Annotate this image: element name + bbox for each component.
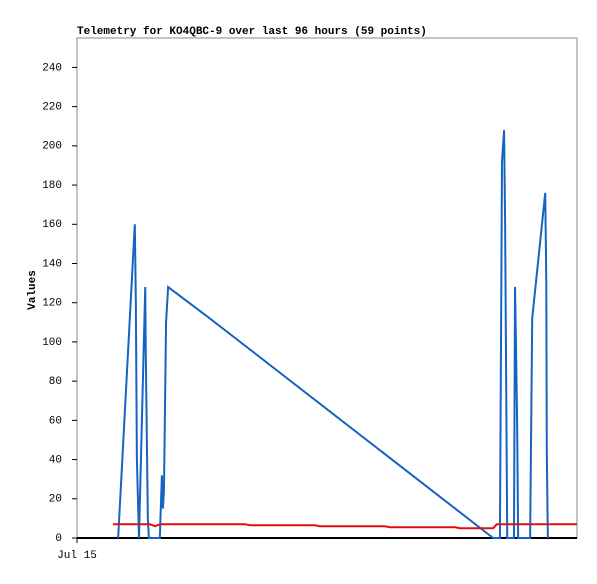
y-tick-label: 40 xyxy=(49,454,62,466)
series-line xyxy=(112,523,577,530)
y-tick-label: 240 xyxy=(42,62,62,74)
y-tick-label: 160 xyxy=(42,219,62,231)
y-tick-label: 200 xyxy=(42,141,62,153)
y-tick-label: 220 xyxy=(42,102,62,114)
y-tick-label: 20 xyxy=(49,494,62,506)
y-axis-label: Values xyxy=(27,270,39,310)
x-tick-label: Jul 15 xyxy=(57,550,97,562)
y-tick-label: 80 xyxy=(49,376,62,388)
series-line xyxy=(117,130,549,539)
y-tick-label: 0 xyxy=(55,533,62,545)
y-tick-label: 60 xyxy=(49,415,62,427)
y-tick-label: 140 xyxy=(42,258,62,270)
y-tick-label: 100 xyxy=(42,337,62,349)
y-tick-label: 120 xyxy=(42,298,62,310)
chart-title: Telemetry for KO4QBC-9 over last 96 hour… xyxy=(77,26,427,38)
y-tick-label: 180 xyxy=(42,180,62,192)
